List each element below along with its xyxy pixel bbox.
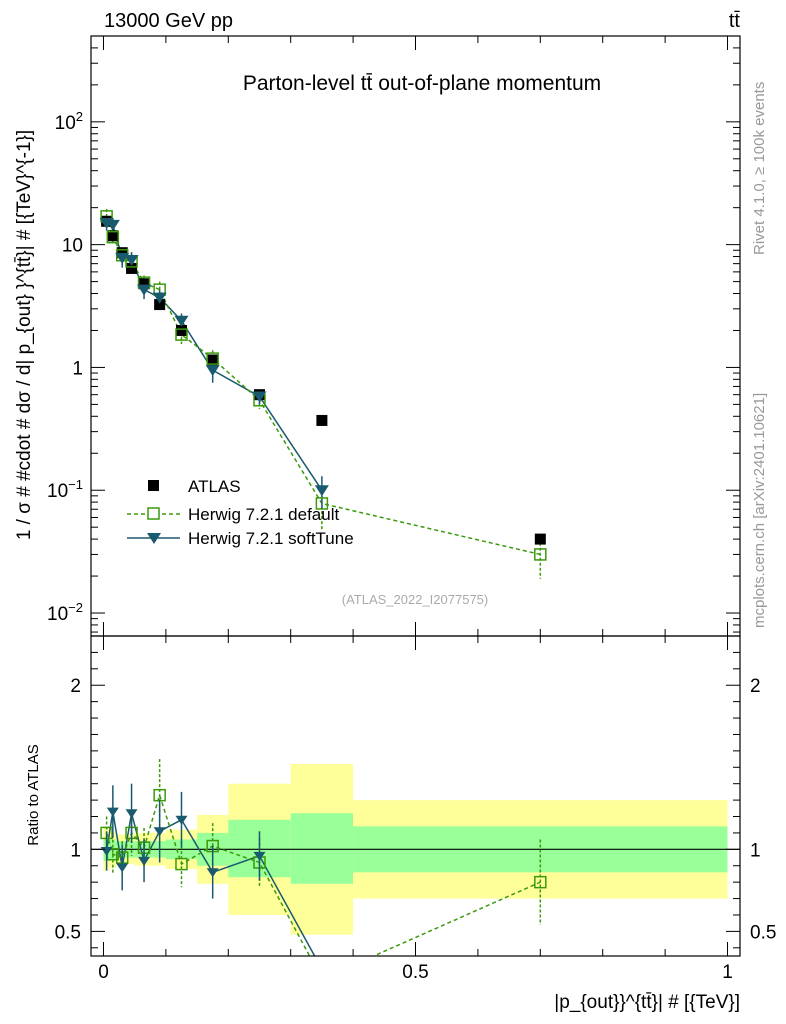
- atlas-data-point: [316, 414, 328, 426]
- legend-label-herwig-default: Herwig 7.2.1 default: [188, 505, 339, 524]
- main-plot-panel: Parton-level tt̄ out-of-plane momentum (…: [14, 35, 741, 637]
- softtune-data-point: [252, 391, 267, 403]
- softtune-data-point: [137, 284, 152, 296]
- atlas-data-point: [126, 262, 138, 274]
- softtune-data-point: [314, 485, 329, 497]
- ratio-softtune-point: [253, 851, 266, 861]
- ratio-default-point: [534, 875, 547, 889]
- default-data-point: [206, 352, 219, 365]
- ratio-softtune-point: [316, 965, 328, 974]
- atlas-data-point: [107, 230, 119, 242]
- atlas-data-point: [138, 278, 150, 290]
- main-y-tick-label: 1: [72, 358, 83, 379]
- ratio-y-tick-label-right: 1: [750, 840, 761, 861]
- ratio-softtune-line: [105, 811, 316, 956]
- softtune-data-point: [105, 219, 120, 231]
- ratio-y-tick-label: 2: [70, 676, 81, 697]
- legend-label-herwig-softtune: Herwig 7.2.1 softTune: [188, 529, 354, 548]
- energy-label: 13000 GeV pp: [104, 10, 233, 32]
- main-plot-title: Parton-level tt̄ out-of-plane momentum: [243, 72, 601, 95]
- ratio-y-axis-label: Ratio to ATLAS: [25, 744, 42, 845]
- process-label: tt̄: [729, 10, 741, 32]
- atlas-data-point: [175, 324, 187, 336]
- ratio-softtune-point: [138, 856, 151, 866]
- ratio-softtune-point: [125, 809, 138, 819]
- x-tick-label: 0: [98, 962, 109, 983]
- legend-label-atlas: ATLAS: [188, 477, 241, 496]
- default-series-line: [105, 216, 541, 556]
- legend-marker-herwig-default: [147, 507, 160, 520]
- ratio-softtune-point: [106, 807, 119, 817]
- legend-marker-herwig-softtune: [147, 533, 161, 544]
- ratio-y-tick-label-right: 0.5: [750, 922, 776, 943]
- default-data-point: [175, 328, 188, 341]
- ratio-softtune-point: [175, 815, 188, 825]
- softtune-data-point: [124, 254, 139, 266]
- ratio-softtune-point: [206, 868, 219, 878]
- atlas-data-point: [534, 533, 546, 545]
- default-data-point: [534, 548, 547, 561]
- softtune-data-point: [152, 292, 167, 304]
- ratio-default-point: [316, 973, 327, 984]
- ratio-y-tick-label-right: 2: [750, 676, 761, 697]
- ratio-plot-panel: Ratio to ATLAS |p_{out}}^{tt̄}| # [{TeV}…: [25, 635, 776, 1013]
- default-data-point: [106, 230, 120, 244]
- ratio-y-tick-label: 1: [70, 840, 81, 861]
- ratio-softtune-point: [153, 827, 166, 837]
- x-axis-label: |p_{out}}^{tt̄}| # [{TeV}]: [554, 992, 740, 1013]
- softtune-data-point: [174, 315, 189, 327]
- ratio-plot-frame: [90, 635, 741, 957]
- analysis-watermark: (ATLAS_2022_I2077575): [342, 592, 488, 607]
- atlas-data-point: [116, 247, 128, 259]
- main-y-tick-label: 10−1: [47, 477, 83, 502]
- softtune-data-point: [205, 365, 220, 377]
- ratio-inner-band: [290, 813, 354, 884]
- ratio-y-tick-label: 0.5: [55, 922, 81, 943]
- atlas-data-point: [207, 354, 219, 366]
- rivet-version-label: Rivet 4.1.0, ≥ 100k events: [751, 82, 768, 255]
- main-y-tick-label: 10: [62, 236, 83, 257]
- legend: ATLAS Herwig 7.2.1 default Herwig 7.2.1 …: [127, 477, 354, 548]
- main-y-axis-label: 1 / σ # #cdot # dσ / d| p_{out} }^{tt̄}|…: [14, 130, 35, 540]
- default-data-point: [315, 497, 329, 510]
- x-tick-label: 0.5: [402, 962, 428, 983]
- ratio-default-point: [175, 857, 188, 871]
- atlas-data-point: [154, 299, 166, 311]
- x-tick-label: 1: [722, 962, 733, 983]
- legend-marker-atlas: [148, 480, 159, 491]
- main-y-tick-label: 10−2: [47, 600, 83, 625]
- main-y-tick-label: 102: [55, 109, 83, 134]
- mcplots-source-label: mcplots.cern.ch [arXiv:2401.10621]: [751, 393, 768, 628]
- ratio-softtune-point: [116, 863, 129, 873]
- softtune-series-line: [106, 222, 323, 491]
